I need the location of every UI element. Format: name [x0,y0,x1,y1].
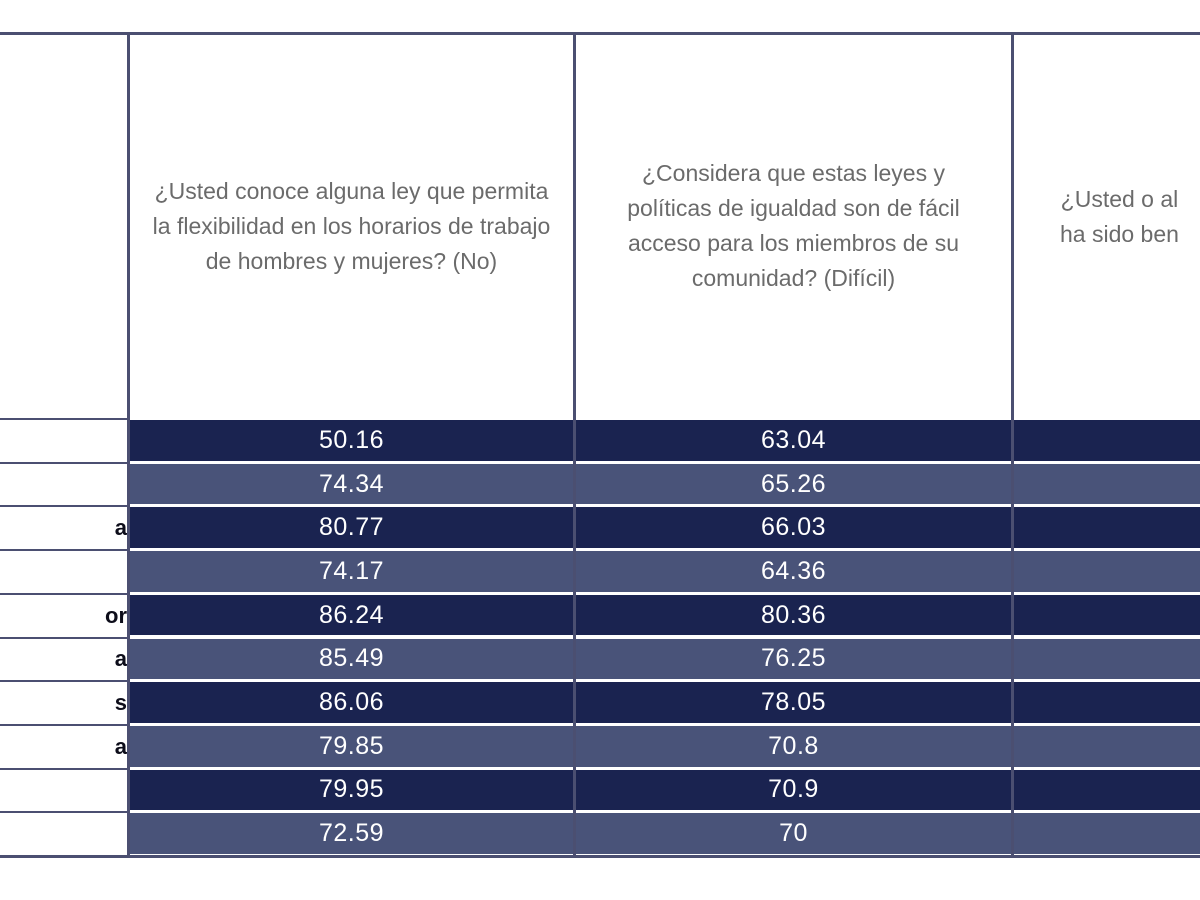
table-row [130,682,1200,723]
table-row [130,420,1200,461]
value-cell-col1: 86.06 [318,688,385,717]
header-text-3: ¿Usted o al ha sido ben [1060,186,1179,247]
table-row [130,594,1200,636]
divider-line [127,34,130,856]
value-cell-col1: 50.16 [318,425,385,454]
value-cell-col1: 85.49 [318,644,385,673]
value-cell-col2: 66.03 [760,513,827,542]
value-cell-col2: 63.04 [760,425,827,454]
row-label: a [0,636,127,681]
bottom-rule [0,855,1200,858]
value-cell-col2: 70.8 [768,731,819,760]
row-label: a [0,505,127,550]
value-cell-col1: 79.85 [318,731,385,760]
table-row [130,463,1200,505]
value-cell-col2: 65.26 [760,469,827,498]
header-text-1: ¿Usted conoce alguna ley que permita la … [152,177,551,274]
row-label: a [0,723,127,768]
value-cell-col2: 64.36 [760,556,827,585]
header-cell-1: ¿Usted conoce alguna ley que permita la … [130,36,573,416]
table-row [130,638,1200,680]
value-cell-col1: 74.34 [318,469,385,498]
value-cell-col1: 74.17 [318,556,385,585]
row-label: s [0,680,127,724]
table-row [130,813,1200,854]
value-cell-col2: 80.36 [760,600,827,629]
table-row [130,551,1200,592]
divider-line [1011,34,1014,856]
table-row [130,769,1200,811]
header-text-2: ¿Considera que estas leyes y políticas d… [627,160,960,291]
value-cell-col2: 70.9 [768,775,819,804]
value-cell-col1: 80.77 [318,513,385,542]
header-cell-3: ¿Usted o al ha sido ben [1014,36,1200,416]
table-row [130,507,1200,549]
value-cell-col1: 72.59 [318,819,385,848]
row-label [0,811,127,855]
row-label [0,767,127,812]
top-rule [0,32,1200,35]
header-cell-2: ¿Considera que estas leyes y políticas d… [576,36,1011,416]
table-row [130,725,1200,767]
row-label: or [0,592,127,637]
row-label [0,418,127,462]
value-cell-col2: 76.25 [760,644,827,673]
value-cell-col1: 86.24 [318,600,385,629]
value-cell-col2: 78.05 [760,688,827,717]
value-cell-col1: 79.95 [318,775,385,804]
row-label [0,549,127,593]
row-label [0,461,127,506]
divider-line [573,34,576,856]
value-cell-col2: 70 [779,819,808,848]
